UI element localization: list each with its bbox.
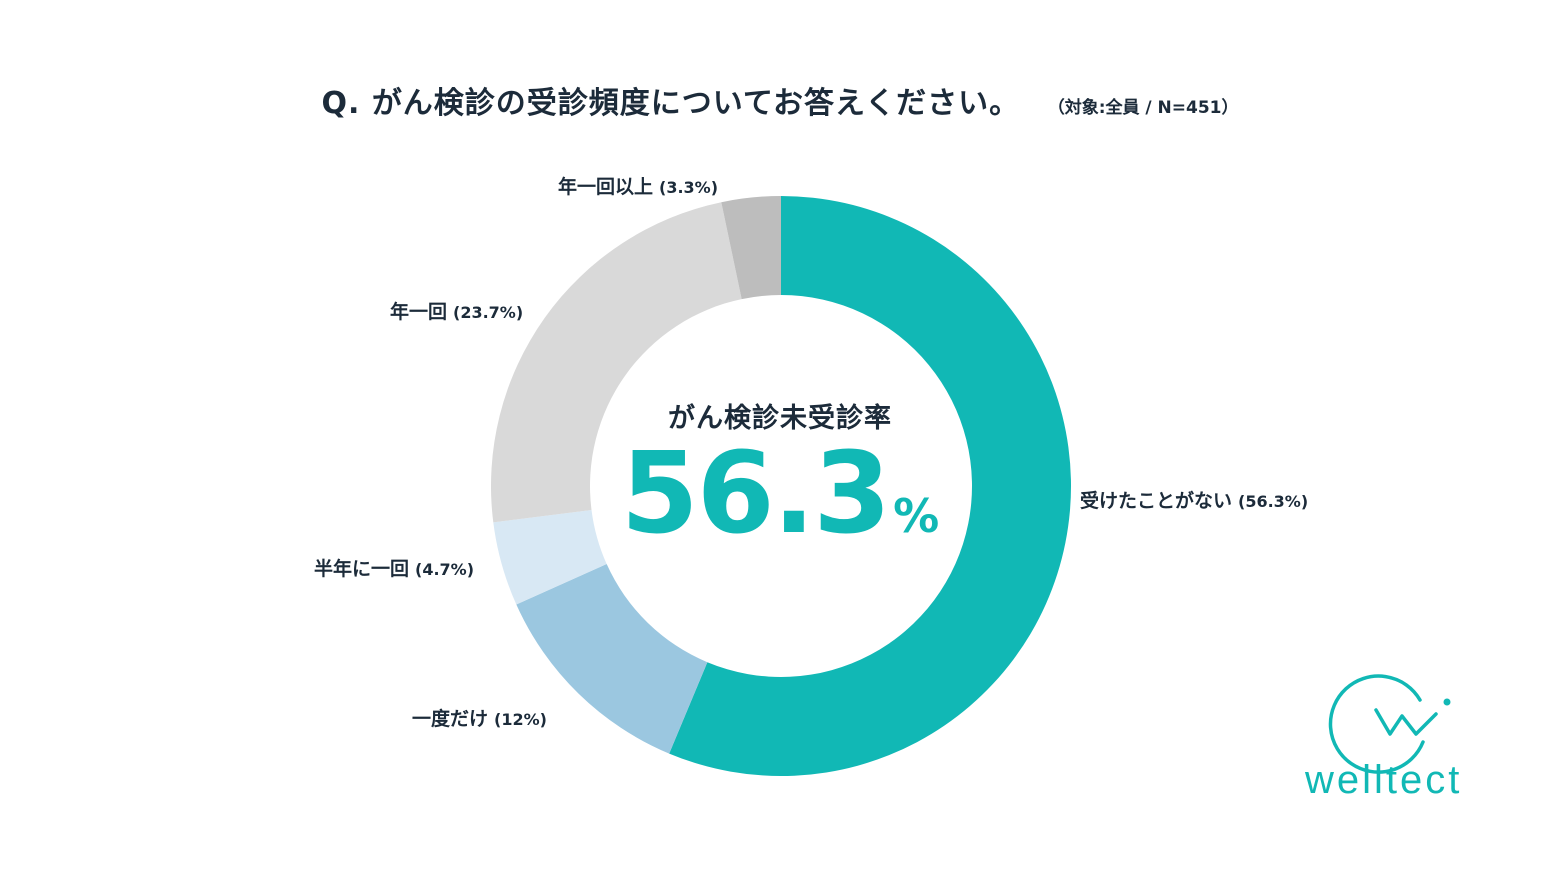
slice-label-text: 年一回以上 (558, 176, 654, 198)
slice-label-text: 受けたことがない (1080, 490, 1233, 512)
center-caption: がん検診未受診率 (668, 403, 892, 434)
slice-label-yearly: 年一回 (23.7%) (390, 297, 523, 324)
chart-title: Q. がん検診の受診頻度についてお答えください。 (321, 86, 1021, 121)
center-value-unit: % (893, 489, 940, 543)
slice-label-once: 一度だけ (12%) (412, 704, 547, 731)
slice-label-text: 半年に一回 (314, 558, 410, 580)
slice-label-pct: (4.7%) (415, 560, 475, 579)
slice-label-pct: (56.3%) (1238, 492, 1309, 511)
slice-half-year (493, 509, 607, 605)
slice-never (669, 196, 1071, 776)
center-value: 56.3% (580, 438, 980, 550)
slice-label-half-year: 半年に一回 (4.7%) (314, 554, 474, 581)
center-value-number: 56.3 (620, 429, 891, 559)
slice-once (516, 564, 708, 754)
slice-label-text: 年一回 (390, 301, 448, 323)
chart-subtitle: （対象:全員 / N=451） (1047, 98, 1239, 118)
title-row: Q. がん検診の受診頻度についてお答えください。 （対象:全員 / N=451） (0, 78, 1560, 122)
welltect-logo-icon (1328, 674, 1451, 774)
slice-label-pct: (3.3%) (659, 178, 719, 197)
brand-name: welltect (1305, 758, 1463, 802)
slice-label-pct: (23.7%) (453, 303, 524, 322)
slice-label-pct: (12%) (494, 710, 547, 729)
slice-label-text: 一度だけ (412, 708, 489, 730)
slice-more-than-yearly (721, 196, 781, 300)
slice-yearly (491, 202, 742, 523)
slice-label-never: 受けたことがない (56.3%) (1080, 486, 1308, 513)
slice-label-more-than-yearly: 年一回以上 (3.3%) (558, 172, 718, 199)
